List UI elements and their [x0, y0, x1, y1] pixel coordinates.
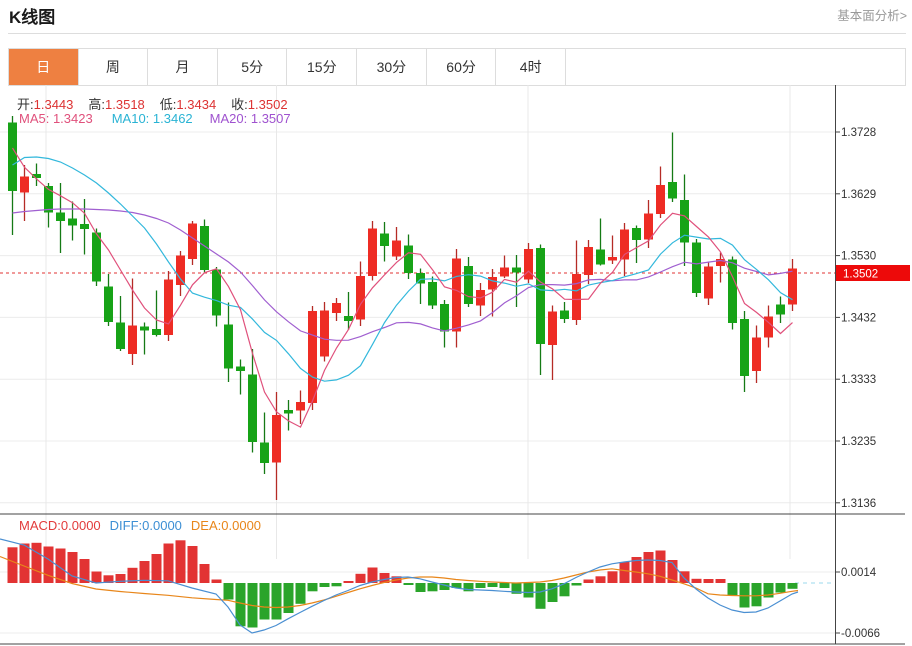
svg-text:1.3530: 1.3530	[841, 251, 876, 263]
svg-text:1.3432: 1.3432	[841, 312, 876, 324]
svg-text:1.3502: 1.3502	[843, 269, 878, 281]
svg-text:1.3235: 1.3235	[841, 436, 876, 448]
svg-text:1.3728: 1.3728	[841, 127, 876, 139]
svg-text:0.0014: 0.0014	[841, 567, 877, 579]
svg-text:-0.0066: -0.0066	[841, 628, 880, 640]
svg-text:1.3629: 1.3629	[841, 189, 876, 201]
svg-text:1.3136: 1.3136	[841, 498, 876, 510]
svg-text:1.3333: 1.3333	[841, 374, 876, 386]
